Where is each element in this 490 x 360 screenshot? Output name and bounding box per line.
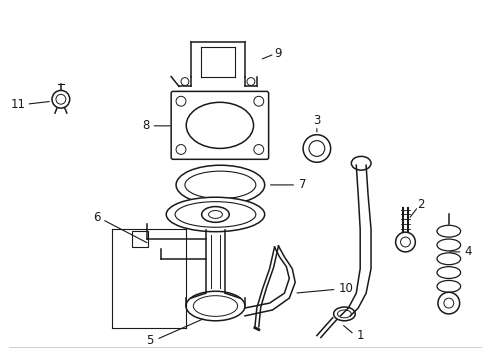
- Ellipse shape: [437, 239, 461, 251]
- Ellipse shape: [186, 102, 253, 148]
- Circle shape: [181, 78, 189, 85]
- Ellipse shape: [202, 207, 229, 222]
- Text: 8: 8: [142, 120, 149, 132]
- Text: 9: 9: [274, 48, 282, 60]
- Ellipse shape: [303, 135, 331, 162]
- Ellipse shape: [194, 296, 238, 316]
- Text: 1: 1: [356, 329, 364, 342]
- Text: 11: 11: [10, 98, 25, 111]
- Ellipse shape: [395, 232, 416, 252]
- Ellipse shape: [437, 267, 461, 278]
- Circle shape: [254, 96, 264, 106]
- Text: 7: 7: [299, 179, 307, 192]
- Ellipse shape: [176, 165, 265, 204]
- Circle shape: [56, 94, 66, 104]
- Ellipse shape: [437, 253, 461, 265]
- Text: 6: 6: [94, 211, 101, 224]
- Ellipse shape: [209, 211, 222, 219]
- Ellipse shape: [185, 171, 256, 199]
- Ellipse shape: [338, 310, 351, 318]
- Ellipse shape: [437, 225, 461, 237]
- Ellipse shape: [444, 298, 454, 308]
- Circle shape: [254, 145, 264, 154]
- Text: 10: 10: [339, 282, 353, 295]
- Circle shape: [176, 96, 186, 106]
- Ellipse shape: [438, 292, 460, 314]
- FancyBboxPatch shape: [132, 231, 147, 247]
- Ellipse shape: [334, 307, 355, 321]
- Circle shape: [247, 78, 255, 85]
- Ellipse shape: [166, 197, 265, 232]
- Text: 4: 4: [465, 246, 472, 258]
- Ellipse shape: [186, 291, 245, 321]
- Ellipse shape: [437, 280, 461, 292]
- Ellipse shape: [175, 202, 256, 227]
- FancyBboxPatch shape: [171, 91, 269, 159]
- Circle shape: [52, 90, 70, 108]
- Text: 5: 5: [146, 334, 153, 347]
- Ellipse shape: [309, 141, 325, 156]
- Ellipse shape: [400, 237, 411, 247]
- Text: 2: 2: [417, 198, 425, 211]
- Ellipse shape: [351, 156, 371, 170]
- Text: 3: 3: [313, 114, 320, 127]
- Circle shape: [176, 145, 186, 154]
